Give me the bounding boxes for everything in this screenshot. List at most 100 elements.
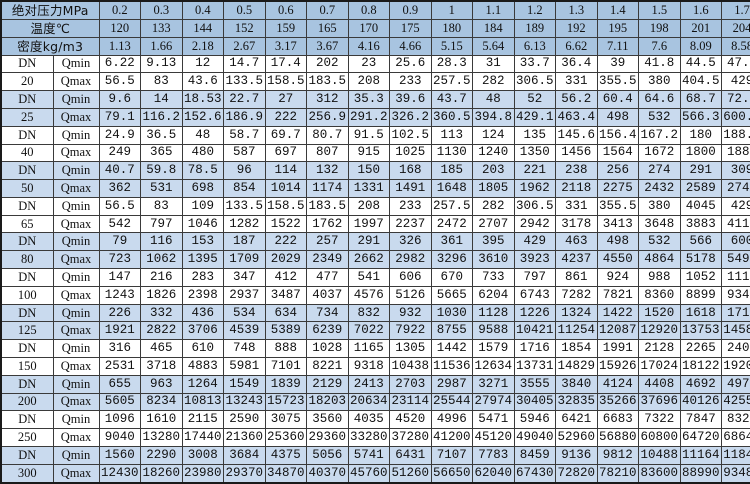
data-cell: 8323 (721, 410, 750, 430)
data-cell: 1052 (679, 268, 723, 287)
data-cell: 365 (140, 143, 183, 163)
data-cell: 18203 (306, 392, 349, 412)
data-cell: 2275 (596, 179, 640, 198)
flow-type-cell: Qmax (52, 392, 100, 412)
header-value-cell: 8.58 (721, 36, 750, 56)
dn-size-cell: 300 (0, 463, 54, 484)
header-value-cell: 189 (513, 18, 557, 38)
data-cell: 41.8 (638, 54, 681, 74)
flow-type-cell: Qmin (52, 303, 100, 323)
flow-type-cell: Qmin (52, 90, 100, 109)
data-cell: 78210 (596, 463, 640, 484)
flow-type-cell: Qmax (52, 285, 100, 305)
data-cell: 3178 (555, 214, 598, 234)
data-cell: 1350 (513, 143, 557, 163)
data-cell: 27974 (472, 392, 515, 412)
flow-type-cell: Qmax (52, 428, 100, 448)
data-cell: 51260 (389, 463, 432, 484)
table-row: DN Qmin 147 216 283 347 412 477 541 606 670 733 797 8… (0, 268, 750, 287)
table-row: DN Qmin 316 465 610 748 888 1028 1165 1305 1442 157… (0, 339, 750, 359)
data-cell: 185 (430, 161, 474, 181)
data-cell: 27 (264, 90, 308, 109)
header-value-cell: 6.13 (513, 36, 557, 56)
table-row: DN Qmin 24.9 36.5 48 58.7 69.7 80.7 91.5 102.5 113… (0, 125, 750, 145)
data-cell: 39 (596, 54, 640, 74)
data-cell: 534 (223, 303, 266, 323)
data-cell: 3271 (472, 374, 515, 394)
data-cell: 3706 (181, 321, 225, 341)
data-cell: 256.9 (306, 107, 349, 127)
data-cell: 1610 (140, 410, 183, 430)
data-cell: 306.5 (513, 72, 557, 92)
data-cell: 1028 (306, 339, 349, 359)
dn-size-cell: 100 (0, 285, 54, 305)
table-row: 150 Qmax 2531 3718 4883 5981 7101 8221 9318 10438… (0, 357, 750, 376)
data-cell: 2590 (223, 410, 266, 430)
data-cell: 309 (721, 161, 750, 181)
data-cell: 180 (679, 125, 723, 145)
data-cell: 37280 (389, 428, 432, 448)
data-cell: 11254 (555, 321, 598, 341)
data-cell: 2937 (223, 285, 266, 305)
flow-type-cell: Qmin (52, 232, 100, 252)
data-cell: 2118 (555, 179, 598, 198)
data-cell: 326.2 (389, 107, 432, 127)
data-cell: 2265 (679, 339, 723, 359)
data-cell: 541 (347, 268, 391, 287)
data-cell: 56650 (430, 463, 474, 484)
data-cell: 8755 (430, 321, 474, 341)
dn-label-cell: DN (0, 339, 54, 359)
data-cell: 1921 (98, 321, 142, 341)
data-cell: 40.7 (98, 161, 142, 181)
data-cell: 43.6 (181, 72, 225, 92)
flow-type-cell: Qmax (52, 214, 100, 234)
dn-label-cell: DN (0, 303, 54, 323)
data-cell: 532 (638, 232, 681, 252)
table-row: DN Qmin 1560 2290 3008 3684 4375 5056 5741 6431 71… (0, 446, 750, 465)
data-cell: 168 (389, 161, 432, 181)
data-cell: 1854 (555, 339, 598, 359)
data-cell: 25360 (264, 428, 308, 448)
header-value-cell: 159 (264, 18, 308, 38)
data-cell: 7783 (472, 446, 515, 465)
data-cell: 257 (306, 232, 349, 252)
data-cell: 60800 (638, 428, 681, 448)
data-cell: 20634 (347, 392, 391, 412)
data-cell: 2115 (181, 410, 225, 430)
data-cell: 1997 (347, 214, 391, 234)
header-value-cell: 6.62 (555, 36, 598, 56)
data-cell: 33.7 (513, 54, 557, 74)
data-cell: 133.5 (223, 196, 266, 216)
flow-type-cell: Qmin (52, 54, 100, 74)
data-cell: 2128 (638, 339, 681, 359)
data-cell: 5665 (430, 285, 474, 305)
data-cell: 587 (223, 143, 266, 163)
dn-size-cell: 125 (0, 321, 54, 341)
data-cell: 222 (264, 107, 308, 127)
header-value-cell: 204 (721, 18, 750, 38)
data-cell: 47.2 (721, 54, 750, 74)
data-cell: 463.4 (555, 107, 598, 127)
data-cell: 9040 (98, 428, 142, 448)
data-cell: 1805 (472, 179, 515, 198)
data-cell: 291.2 (347, 107, 391, 127)
data-cell: 1331 (347, 179, 391, 198)
data-cell: 52960 (555, 428, 598, 448)
data-cell: 88990 (679, 463, 723, 484)
flow-type-cell: Qmin (52, 125, 100, 145)
data-cell: 606 (389, 268, 432, 287)
data-cell: 3648 (638, 214, 681, 234)
data-cell: 93480 (721, 463, 750, 484)
data-cell: 67430 (513, 463, 557, 484)
data-cell: 326 (389, 232, 432, 252)
data-cell: 465 (140, 339, 183, 359)
header-value-cell: 1 (430, 0, 474, 20)
data-cell: 4124 (596, 374, 640, 394)
dn-size-cell: 25 (0, 107, 54, 127)
data-cell: 1130 (430, 143, 474, 163)
table-row: DN Qmin 56.5 83 109 133.5 158.5 183.5 208 233 257.… (0, 196, 750, 216)
data-cell: 79 (98, 232, 142, 252)
data-cell: 9136 (555, 446, 598, 465)
data-cell: 797 (140, 214, 183, 234)
